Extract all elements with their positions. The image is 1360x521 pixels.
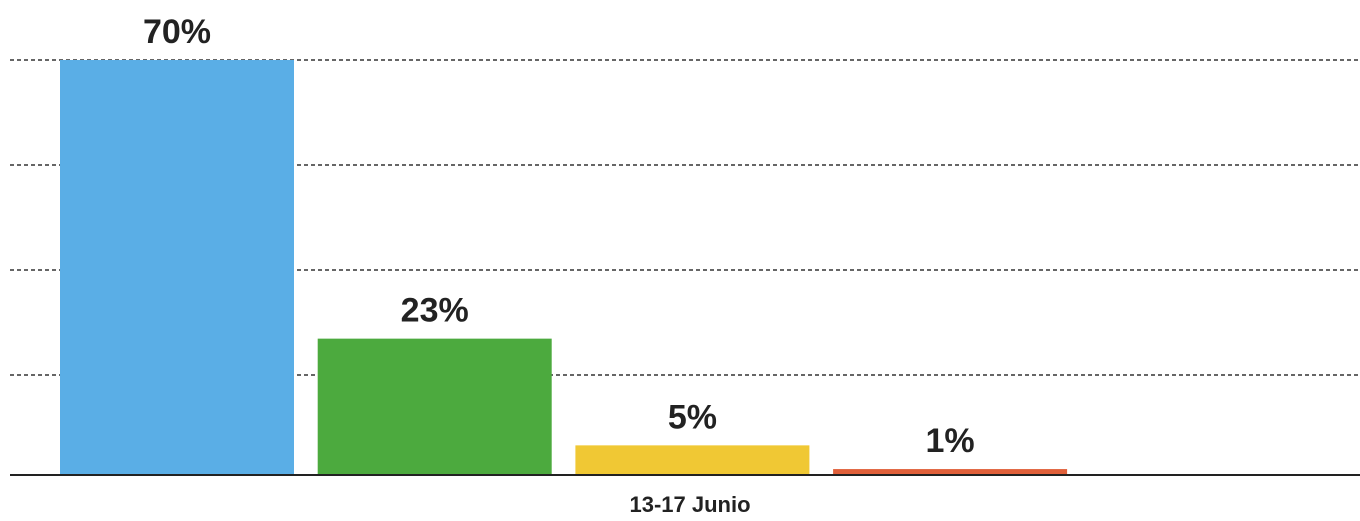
bar <box>60 60 294 475</box>
value-label: 23% <box>401 292 469 330</box>
value-label: 1% <box>926 422 975 460</box>
x-axis-label: 13-17 Junio <box>629 492 750 517</box>
bar <box>575 445 810 475</box>
bar <box>833 469 1068 475</box>
bar <box>317 338 552 475</box>
value-label: 5% <box>668 398 717 436</box>
value-label: 70% <box>143 13 211 51</box>
